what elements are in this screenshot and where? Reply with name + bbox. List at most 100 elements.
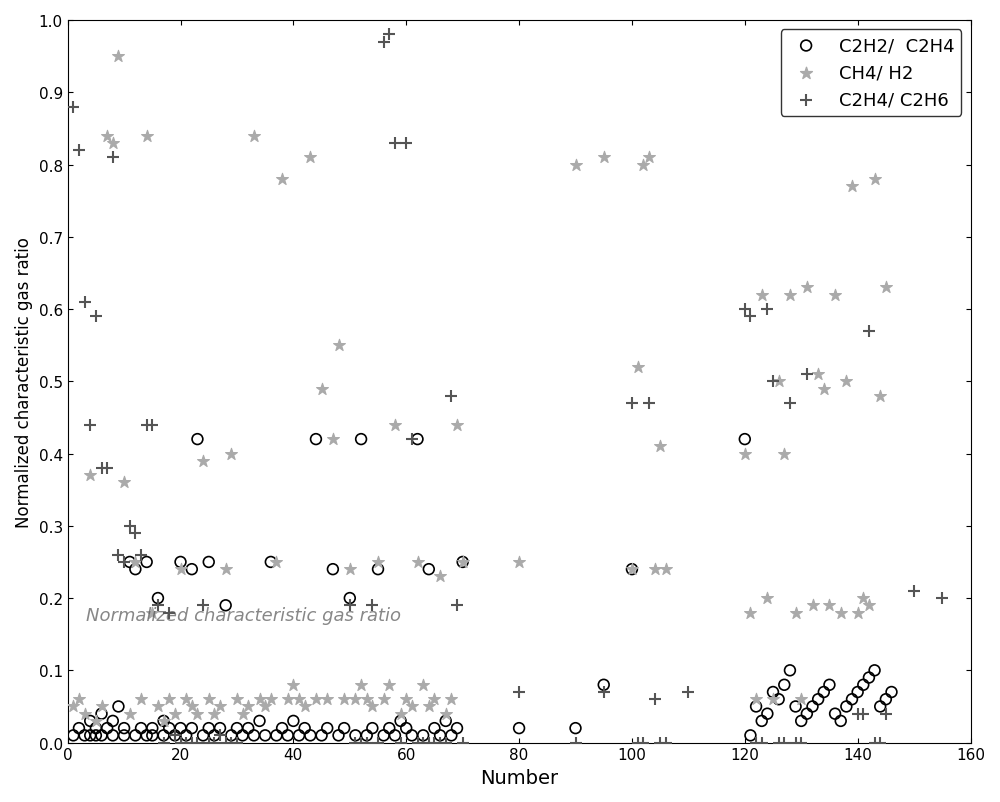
C2H2/  C2H4 xyxy=(370,563,386,576)
C2H4/ C2H6 xyxy=(624,397,640,410)
CH4/ H2 xyxy=(336,693,352,706)
CH4/ H2 xyxy=(630,361,646,374)
CH4/ H2 xyxy=(122,707,138,720)
CH4/ H2 xyxy=(274,173,290,186)
C2H4/ C2H6 xyxy=(88,310,104,323)
CH4/ H2 xyxy=(799,282,815,294)
C2H4/ C2H6 xyxy=(195,599,211,612)
C2H2/  C2H4 xyxy=(116,729,132,742)
C2H2/  C2H4 xyxy=(127,729,143,742)
C2H2/  C2H4 xyxy=(754,715,770,727)
C2H2/  C2H4 xyxy=(353,433,369,446)
C2H4/ C2H6 xyxy=(799,368,815,381)
CH4/ H2 xyxy=(144,606,160,619)
C2H2/  C2H4 xyxy=(212,722,228,735)
C2H4/ C2H6 xyxy=(759,303,775,316)
CH4/ H2 xyxy=(319,693,335,706)
CH4/ H2 xyxy=(438,707,454,720)
CH4/ H2 xyxy=(381,678,397,691)
Y-axis label: Normalized characteristic gas ratio: Normalized characteristic gas ratio xyxy=(15,237,33,527)
CH4/ H2 xyxy=(331,339,347,352)
CH4/ H2 xyxy=(833,606,849,619)
C2H2/  C2H4 xyxy=(285,715,301,727)
C2H4/ C2H6 xyxy=(788,736,804,749)
C2H2/  C2H4 xyxy=(99,722,115,735)
C2H2/  C2H4 xyxy=(189,433,205,446)
C2H4/ C2H6 xyxy=(381,29,397,42)
CH4/ H2 xyxy=(827,289,843,302)
C2H4/ C2H6 xyxy=(201,736,217,749)
C2H4/ C2H6 xyxy=(568,736,584,749)
CH4/ H2 xyxy=(297,700,313,713)
CH4/ H2 xyxy=(173,563,189,576)
C2H4/ C2H6 xyxy=(116,556,132,569)
C2H2/  C2H4 xyxy=(511,722,527,735)
C2H2/  C2H4 xyxy=(816,686,832,699)
CH4/ H2 xyxy=(116,476,132,489)
CH4/ H2 xyxy=(325,433,341,446)
CH4/ H2 xyxy=(855,592,871,605)
C2H4/ C2H6 xyxy=(133,549,149,561)
CH4/ H2 xyxy=(754,289,770,302)
C2H2/  C2H4 xyxy=(844,693,860,706)
C2H4/ C2H6 xyxy=(765,375,781,388)
C2H4/ C2H6 xyxy=(878,707,894,720)
C2H2/  C2H4 xyxy=(855,678,871,691)
CH4/ H2 xyxy=(421,700,437,713)
C2H4/ C2H6 xyxy=(122,520,138,533)
CH4/ H2 xyxy=(77,707,93,720)
CH4/ H2 xyxy=(861,599,877,612)
C2H2/  C2H4 xyxy=(235,729,251,742)
C2H2/  C2H4 xyxy=(223,729,239,742)
C2H2/  C2H4 xyxy=(274,722,290,735)
CH4/ H2 xyxy=(240,700,256,713)
CH4/ H2 xyxy=(867,173,883,186)
CH4/ H2 xyxy=(280,693,296,706)
CH4/ H2 xyxy=(415,678,431,691)
CH4/ H2 xyxy=(308,693,324,706)
CH4/ H2 xyxy=(178,693,194,706)
C2H2/  C2H4 xyxy=(776,678,792,691)
C2H4/ C2H6 xyxy=(353,736,369,749)
C2H2/  C2H4 xyxy=(308,433,324,446)
C2H2/  C2H4 xyxy=(110,700,126,713)
C2H4/ C2H6 xyxy=(342,599,358,612)
C2H4/ C2H6 xyxy=(82,419,98,431)
C2H4/ C2H6 xyxy=(850,707,866,720)
CH4/ H2 xyxy=(223,448,239,460)
C2H4/ C2H6 xyxy=(173,736,189,749)
CH4/ H2 xyxy=(765,693,781,706)
CH4/ H2 xyxy=(410,556,426,569)
C2H2/  C2H4 xyxy=(624,563,640,576)
C2H2/  C2H4 xyxy=(144,722,160,735)
CH4/ H2 xyxy=(88,715,104,727)
C2H4/ C2H6 xyxy=(71,144,87,157)
C2H2/  C2H4 xyxy=(144,729,160,742)
C2H2/  C2H4 xyxy=(240,722,256,735)
CH4/ H2 xyxy=(105,137,121,150)
C2H2/  C2H4 xyxy=(257,729,273,742)
CH4/ H2 xyxy=(167,707,183,720)
C2H2/  C2H4 xyxy=(782,664,798,677)
C2H2/  C2H4 xyxy=(838,700,854,713)
CH4/ H2 xyxy=(398,693,414,706)
C2H2/  C2H4 xyxy=(218,599,234,612)
C2H4/ C2H6 xyxy=(110,549,126,561)
C2H4/ C2H6 xyxy=(432,736,448,749)
C2H2/  C2H4 xyxy=(167,729,183,742)
C2H2/  C2H4 xyxy=(201,556,217,569)
C2H2/  C2H4 xyxy=(765,686,781,699)
C2H2/  C2H4 xyxy=(195,729,211,742)
C2H2/  C2H4 xyxy=(133,722,149,735)
CH4/ H2 xyxy=(624,563,640,576)
C2H2/  C2H4 xyxy=(229,722,245,735)
CH4/ H2 xyxy=(195,455,211,468)
CH4/ H2 xyxy=(268,556,284,569)
C2H4/ C2H6 xyxy=(906,585,922,597)
C2H4/ C2H6 xyxy=(426,736,442,749)
C2H4/ C2H6 xyxy=(212,729,228,742)
C2H4/ C2H6 xyxy=(455,736,471,749)
C2H4/ C2H6 xyxy=(680,686,696,699)
CH4/ H2 xyxy=(218,563,234,576)
C2H2/  C2H4 xyxy=(878,693,894,706)
